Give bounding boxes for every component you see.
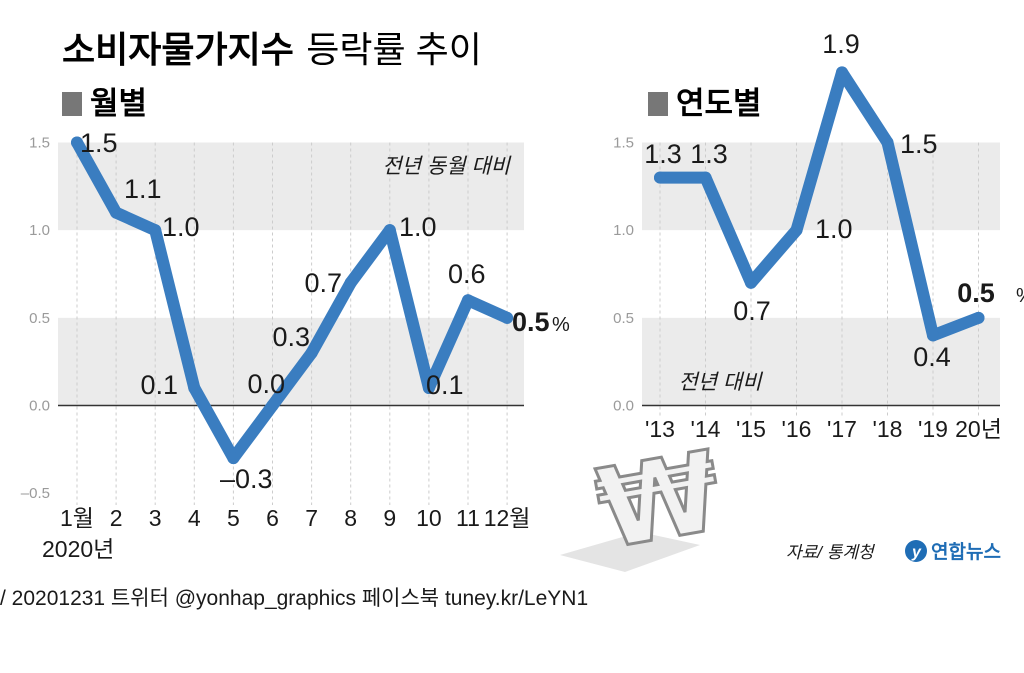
data-point [227,452,240,465]
x-tick-label: '14 [691,416,721,442]
x-tick-label: 1월 [60,505,94,531]
x-tick-label: '19 [918,416,948,442]
y-tick-label: 1.5 [29,135,50,152]
data-point [266,399,279,412]
data-label: 0.5 [957,278,995,308]
data-point [790,224,803,237]
data-label: 0.1 [140,370,178,400]
chart-note: 전년 대비 [678,371,763,394]
data-point [927,329,939,342]
x-tick-label: 11 [456,505,480,531]
data-label: 1.0 [162,212,200,242]
data-point [501,311,514,324]
y-tick-label: 0.5 [29,310,50,327]
data-label: 1.0 [815,214,853,244]
data-label: 1.1 [124,174,162,204]
x-tick-label: 12월 [484,505,531,531]
x-tick-label: 4 [188,505,201,531]
x-sub-label: 2020년 [42,536,114,562]
x-tick-label: 6 [266,505,279,531]
x-tick-label: '15 [736,416,766,442]
data-label: 0.1 [426,370,464,400]
chart-canvas: 소비자물가지수 등락률 추이 월별 연도별 1.5 1.0 0.5 0.0 –0.5 전년… [21,29,1024,575]
x-tick-label: '18 [873,416,903,442]
data-label: 1.3 [644,139,682,169]
y-tick-label: 1.0 [613,222,634,239]
x-tick-label: '16 [782,416,812,442]
data-point [972,311,985,324]
data-point [71,136,83,149]
data-label: 0.4 [913,342,951,372]
section-label-yearly: 연도별 [676,86,762,121]
data-point [881,136,894,149]
y-tick-label: 1.5 [613,135,634,152]
title-main: 소비자물가지수 [62,29,294,70]
y-tick-label: –0.5 [21,485,50,502]
data-point [305,346,318,359]
svg-text:y: y [911,544,922,561]
y-tick-label: 1.0 [29,222,50,239]
x-tick-label: 9 [383,505,396,531]
data-label: 1.5 [80,128,118,158]
data-point [188,381,201,394]
data-point [699,171,712,184]
data-point [110,206,123,219]
chart-note: 전년 동월 대비 [382,155,511,178]
data-label: –0.3 [220,464,273,494]
section-marker-yearly [648,92,668,116]
chart-title: 소비자물가지수 등락률 추이 [62,29,482,70]
series-line [71,136,514,465]
infographic-panel: 소비자물가지수 등락률 추이 월별 연도별 1.5 1.0 0.5 0.0 –0.5 전년… [20,29,1024,575]
data-label: 1.3 [690,139,728,169]
data-label: 0.0 [247,369,285,399]
source-text: 자료/ 통계청 [786,543,876,562]
series-line [654,66,985,342]
x-tick-label: 7 [305,505,318,531]
x-tick-label: 10 [416,505,442,531]
unit-label: % [552,314,570,336]
data-label: 1.5 [900,129,938,159]
x-tick-label: 2 [110,505,123,531]
data-point [836,66,848,79]
x-tick-label: 20년 [955,416,1002,442]
x-tick-label: 8 [344,505,357,531]
data-label: 1.9 [822,29,860,59]
data-label: 0.3 [272,322,310,352]
won-sign-icon: ₩ [560,425,731,575]
section-label-monthly: 월별 [90,86,147,121]
monthly-chart: 1.5 1.0 0.5 0.0 –0.5 전년 동월 대비 1월 2 3 4 5 6 7 8 9 10 11 12… [21,128,570,562]
section-marker-monthly [62,92,82,116]
title-sub: 등락률 추이 [306,29,482,70]
data-label: 1.0 [399,212,437,242]
data-point [462,294,474,307]
data-point [745,276,757,289]
x-tick-label: '17 [827,416,857,442]
data-point [654,171,666,184]
y-tick-label: 0.5 [613,310,634,327]
data-point [422,381,435,394]
data-label: 0.6 [448,259,486,289]
data-label: 0.5 [512,307,550,337]
data-point [344,276,357,289]
data-label: 0.7 [733,296,771,326]
x-tick-label: 3 [149,505,162,531]
yearly-chart: 1.5 1.0 0.5 0.0 전년 대비'13 '14 '15 '16 '17 '18 '19 20… [613,29,1024,442]
svg-text:₩: ₩ [588,427,730,574]
brand-logo: y 연합뉴스 [905,540,1001,563]
brand-name: 연합뉴스 [931,541,1001,563]
unit-label: % [1016,285,1024,307]
brand-globe-icon [905,540,927,562]
y-tick-label: 0.0 [613,398,634,415]
y-tick-label: 0.0 [29,398,50,415]
data-point [383,224,396,237]
footer-credit: / 20201231 트위터 @yonhap_graphics 페이스북 tun… [0,587,589,610]
x-tick-label: '13 [645,416,675,442]
data-label: 0.7 [304,268,342,298]
x-tick-label: 5 [227,505,240,531]
data-point [149,224,162,237]
